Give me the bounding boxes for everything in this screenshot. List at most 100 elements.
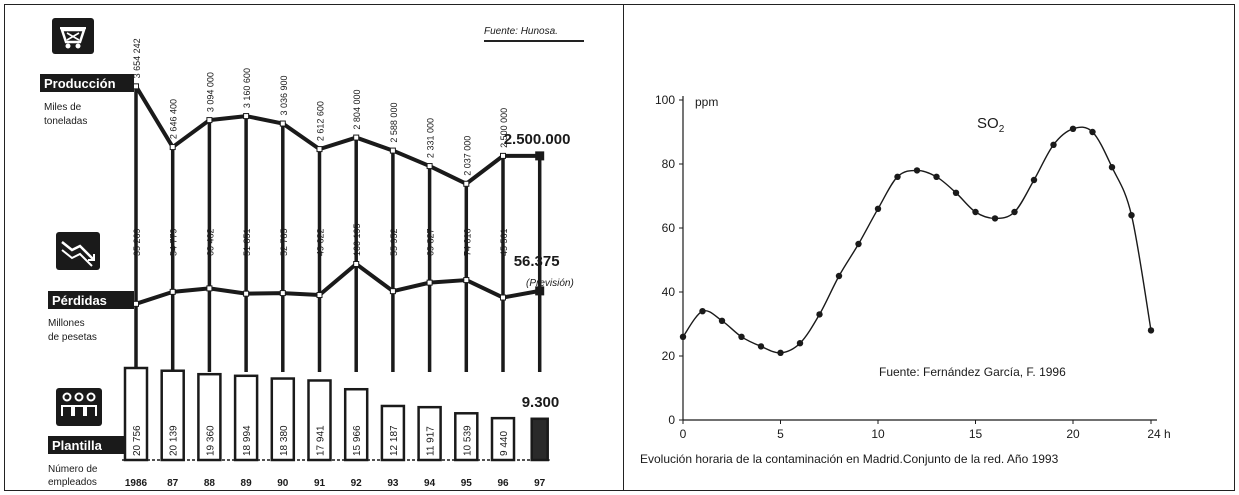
- losses-point: [316, 292, 323, 299]
- staff-value-label: 10 539: [462, 425, 473, 456]
- so2-point: [913, 167, 921, 174]
- losses-point: [279, 290, 286, 297]
- production-value-label: 2 612 600: [316, 101, 326, 141]
- production-value-label: 3 654 242: [132, 38, 142, 78]
- so2-point: [933, 173, 940, 180]
- losses-title: Pérdidas: [52, 293, 107, 308]
- so2-point: [855, 240, 862, 248]
- losses-value-label: 49 622: [316, 228, 326, 256]
- so2-point: [874, 205, 882, 212]
- so2-point: [1128, 212, 1135, 219]
- year-stems: [134, 86, 542, 372]
- production-value-label: 2 646 400: [169, 99, 179, 139]
- so2-point: [894, 173, 901, 180]
- staff-value-label: 9 440: [499, 431, 510, 456]
- production-unit-line1: Miles de: [44, 102, 82, 113]
- losses-value-label: 35 269: [132, 228, 142, 256]
- so2-chart: 0 20 40 60 80 100 0 5 10 15 20 24 h ppm SO2 Fuente:…: [640, 93, 1171, 466]
- so2-point: [1050, 141, 1057, 148]
- losses-value-label: 51 851: [242, 228, 252, 256]
- staff-title-box: [48, 436, 128, 454]
- production-value-label: 2 500 000: [499, 108, 509, 148]
- mine-cart-icon: [60, 27, 86, 49]
- so2-title-sub: 2: [999, 124, 1005, 135]
- year-label: 96: [497, 478, 509, 489]
- so2-x-tick-label: 0: [680, 427, 687, 441]
- people-icon: [61, 392, 97, 416]
- so2-title: SO2: [977, 115, 1005, 135]
- year-label: 90: [277, 478, 289, 489]
- so2-point: [757, 343, 765, 350]
- staff-value-label: 15 966: [352, 425, 363, 456]
- losses-value-label: 55 952: [389, 228, 399, 256]
- staff-bar: [343, 387, 369, 462]
- staff-value-label: 17 941: [316, 425, 327, 456]
- so2-point: [699, 308, 706, 315]
- so2-point: [1108, 164, 1116, 171]
- production-value-label: 2.500.000: [504, 131, 571, 148]
- production-icon-box: [52, 18, 94, 54]
- staff-bar: [454, 412, 479, 462]
- so2-point: [972, 208, 979, 216]
- losses-value-label: 60 462: [205, 228, 215, 256]
- losses-point: [426, 279, 433, 286]
- staff-unit-line2: empleados: [48, 477, 97, 488]
- so2-ylabel: ppm: [695, 95, 718, 109]
- production-unit-line2: toneladas: [44, 116, 87, 127]
- production-point: [500, 152, 506, 159]
- production-point: [535, 151, 545, 161]
- so2-y-tick-label: 60: [662, 221, 676, 235]
- staff-value-label: 20 139: [169, 425, 180, 456]
- so2-point: [952, 189, 960, 196]
- production-series: 3 654 242 2 646 400 3 094 000 3 160 600 3 03…: [132, 38, 571, 187]
- year-labels: 1986 87 88 89 90 91 92 93 94 95 96 97: [125, 478, 546, 489]
- losses-point: [535, 286, 545, 296]
- hunosa-source: Fuente: Hunosa.: [484, 26, 558, 37]
- staff-bars: 20 756 20 139 19 360 18 994 18 380 17 941 15 9…: [122, 366, 560, 462]
- losses-point: [169, 288, 176, 295]
- so2-title-main: SO: [977, 115, 999, 132]
- so2-point: [679, 333, 687, 340]
- losses-value-label: 52 785: [279, 228, 289, 256]
- production-value-label: 2 804 000: [352, 90, 362, 130]
- falling-chart-icon: [61, 241, 95, 267]
- losses-point: [206, 285, 213, 292]
- production-title-box: [40, 74, 134, 92]
- so2-source: Fuente: Fernández García, F. 1996: [879, 365, 1066, 379]
- so2-line: [682, 126, 1152, 354]
- production-value-label: 2 588 000: [389, 103, 399, 143]
- staff-bar: [123, 366, 149, 462]
- losses-value-label: 69 827: [426, 228, 436, 256]
- staff-value-label: 9.300: [522, 394, 560, 411]
- losses-point: [389, 288, 396, 295]
- staff-value-label: 18 994: [242, 425, 253, 456]
- year-label: 88: [204, 478, 216, 489]
- figure-frame: [4, 4, 1235, 491]
- losses-series: 35 269 54 779 60 462 51 851 52 785 49 622 100 …: [132, 223, 560, 307]
- so2-y-tick-label: 20: [662, 349, 676, 363]
- losses-point: [353, 261, 360, 267]
- so2-series: [679, 125, 1155, 356]
- production-value-label: 3 160 600: [242, 68, 252, 108]
- losses-value-label: 74 016: [462, 228, 472, 256]
- year-label: 89: [241, 478, 253, 489]
- production-point: [316, 146, 323, 153]
- losses-value-label: 45 561: [499, 228, 509, 256]
- year-label: 97: [534, 478, 546, 489]
- production-title: Producción: [44, 76, 116, 91]
- so2-x-tick-label: 15: [969, 427, 983, 441]
- so2-point: [1147, 327, 1155, 334]
- so2-point: [796, 340, 804, 347]
- year-label: 87: [167, 478, 179, 489]
- so2-x-tick-label: 10: [871, 427, 885, 441]
- so2-x-tick-label: 20: [1066, 427, 1080, 441]
- so2-point: [1011, 208, 1018, 216]
- staff-bar: [530, 417, 549, 462]
- losses-point: [463, 277, 470, 284]
- so2-point: [991, 215, 999, 222]
- losses-point: [133, 300, 139, 307]
- production-value-label: 3 094 000: [205, 72, 215, 112]
- so2-axes: [682, 96, 1157, 421]
- so2-point: [718, 317, 726, 324]
- production-point: [463, 180, 470, 187]
